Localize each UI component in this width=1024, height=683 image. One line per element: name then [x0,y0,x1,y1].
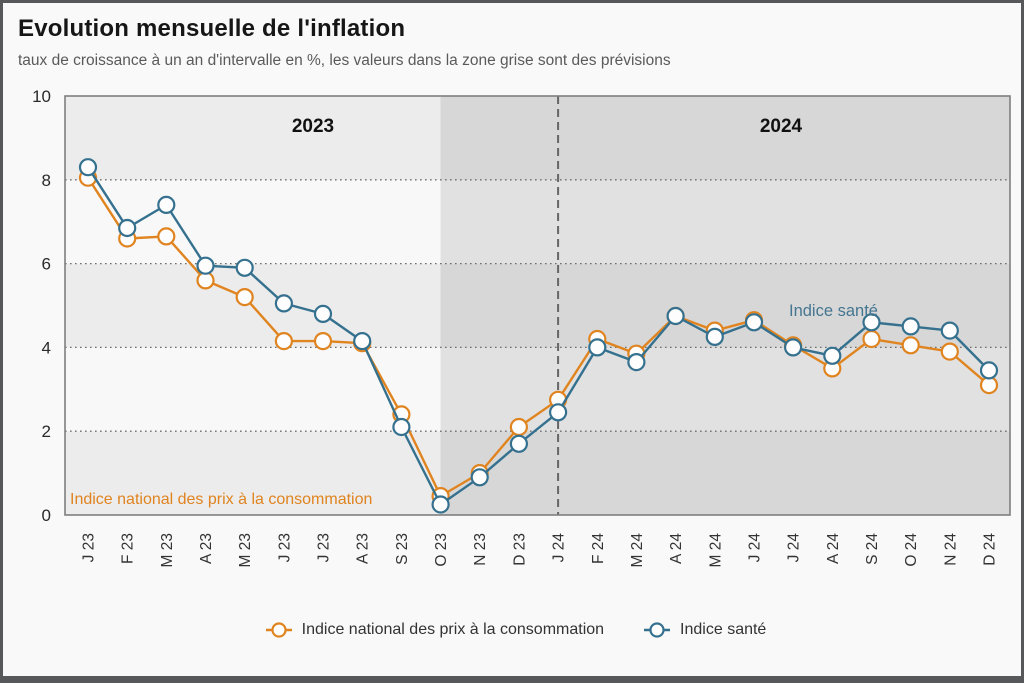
y-tick-label: 8 [42,171,51,190]
data-point-sante [274,294,293,313]
data-point-sante [470,468,489,487]
y-tick-label: 6 [42,255,51,274]
y-tick-label: 4 [42,338,51,357]
data-point-cpi [235,288,254,307]
x-tick-label: J 23 [81,533,98,562]
background-band [65,179,1010,264]
plot-border [64,95,1011,516]
page-title: Evolution mensuelle de l'inflation [18,15,406,42]
sante-inline-label: Indice santé [789,302,878,320]
data-point-sante [548,403,568,422]
x-tick-label: O 24 [903,533,920,567]
data-point-sante [392,417,411,437]
x-tick-label: O 23 [433,533,450,567]
background-band [65,347,1010,432]
chart-area: 0 2 4 6 8 10 J 23 F 23 M 23 A 23 M 23 J 23 J 23 A 23 S… [3,3,1024,623]
legend-item-cpi: Indice national des prix à la consommati… [264,621,604,639]
x-tick-label: J 23 [276,533,293,562]
legend-label-cpi: Indice national des prix à la consommati… [301,621,605,638]
data-point-sante [509,434,529,453]
data-point-sante [78,158,98,177]
data-point-sante [705,327,724,346]
x-tick-label: N 24 [942,533,959,566]
data-point-sante [783,338,803,357]
data-point-sante [235,258,254,277]
data-point-cpi [862,329,881,349]
x-tick-label: M 23 [159,533,176,567]
x-tick-label: D 23 [511,533,528,566]
background-band [65,96,1010,180]
data-series [78,158,999,514]
data-point-sante [901,317,920,336]
x-tick-label: A 24 [825,533,842,564]
background-band [65,263,1010,348]
year-2023-label: 2023 [292,116,334,137]
data-point-sante [666,306,685,326]
data-point-sante [431,495,450,514]
data-point-sante [627,353,646,372]
axis-tick-labels: 0 2 4 6 8 10 J 23 F 23 M 23 A 23 M 23 J 23 J 23 A 23 S… [32,87,998,567]
y-tick-label: 0 [42,506,51,525]
x-tick-label: M 24 [707,533,724,568]
data-point-sante [313,304,333,323]
data-point-sante [940,321,959,340]
data-point-sante [823,346,842,365]
data-point-cpi [940,342,959,361]
data-point-sante [353,332,372,351]
x-tick-label: M 23 [237,533,254,567]
data-point-sante [744,313,764,332]
data-point-sante [196,256,215,275]
data-point-sante [862,313,881,332]
x-tick-label: J 24 [786,533,803,563]
gridlines [65,96,1010,515]
data-point-cpi [313,332,333,351]
x-tick-label: A 23 [198,533,215,564]
data-point-cpi [509,417,529,437]
page-subtitle: taux de croissance à un an d'intervalle … [18,52,671,69]
inflation-line-chart: 0 2 4 6 8 10 J 23 F 23 M 23 A 23 M 23 J 23 J 23 A 23 S… [32,87,1011,567]
cpi-inline-label: Indice national des prix à la consommati… [70,491,372,508]
data-point-sante [979,361,999,380]
data-point-cpi [274,332,293,351]
background-band [65,431,1010,515]
data-point-sante [588,338,607,357]
data-point-cpi [901,336,920,355]
data-point-sante [157,195,176,214]
x-tick-label: M 24 [629,533,646,568]
x-tick-label: F 23 [120,533,137,564]
cpi-legend-marker-icon [265,622,292,638]
data-point-sante [118,218,137,238]
x-tick-label: N 23 [472,533,489,566]
y-tick-label: 10 [32,87,51,106]
sante-legend-marker-icon [644,622,671,638]
year-2024-label: 2024 [760,116,803,137]
x-tick-label: D 24 [982,533,999,566]
legend-label-sante: Indice santé [680,621,767,638]
legend-item-sante: Indice santé [642,621,766,639]
data-point-cpi [157,227,176,246]
background-bands [65,96,1011,515]
forecast-zone [440,96,1011,515]
chart-legend: Indice national des prix à la consommati… [3,621,1024,639]
plot-frame [64,95,1011,516]
x-tick-label: J 24 [747,533,764,563]
x-tick-label: S 23 [394,533,411,565]
x-tick-label: A 24 [668,533,685,564]
data-point-cpi [979,376,999,395]
x-tick-label: J 24 [551,533,568,563]
x-tick-label: J 23 [316,533,333,562]
y-tick-label: 2 [42,422,51,441]
x-tick-label: S 24 [864,533,881,565]
x-tick-label: F 24 [590,533,607,564]
x-tick-label: A 23 [355,533,372,564]
